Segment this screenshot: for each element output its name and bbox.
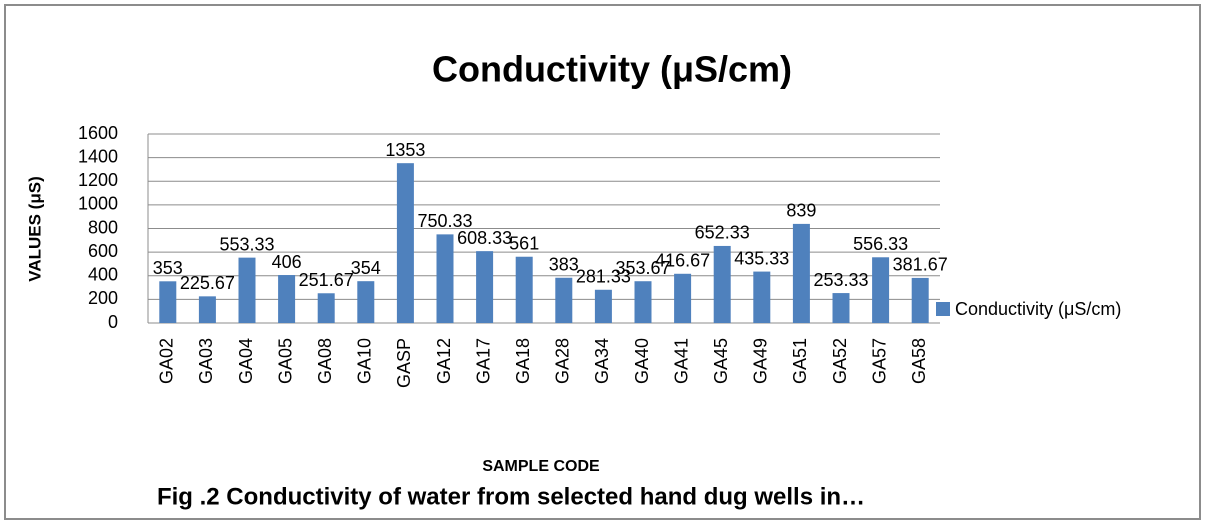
data-label: 381.67 bbox=[893, 255, 948, 275]
data-label: 353 bbox=[153, 258, 183, 278]
x-tick-label: GA57 bbox=[869, 338, 889, 384]
bar bbox=[832, 293, 850, 323]
bar bbox=[594, 289, 612, 323]
x-tick-label: GA04 bbox=[236, 338, 256, 384]
bar bbox=[792, 223, 810, 323]
bar bbox=[713, 245, 731, 323]
x-tick-label: GA18 bbox=[513, 338, 533, 384]
data-label: 253.33 bbox=[813, 270, 868, 290]
x-tick-label: GA52 bbox=[830, 338, 850, 384]
x-tick-label: GA12 bbox=[434, 338, 454, 384]
data-label: 383 bbox=[549, 255, 579, 275]
x-tick-label: GA17 bbox=[473, 338, 493, 384]
bar bbox=[634, 281, 652, 323]
x-tick-label: GA03 bbox=[196, 338, 216, 384]
data-label: 652.33 bbox=[695, 223, 750, 243]
bar bbox=[872, 257, 890, 323]
bar bbox=[436, 234, 454, 323]
x-tick-label: GA58 bbox=[909, 338, 929, 384]
data-label: 354 bbox=[351, 258, 381, 278]
x-tick-label: GA41 bbox=[671, 338, 691, 384]
bar bbox=[357, 281, 375, 323]
bar bbox=[317, 293, 335, 323]
y-tick-label: 1600 bbox=[78, 123, 118, 143]
legend-swatch bbox=[936, 302, 950, 316]
bar bbox=[753, 271, 771, 323]
bar bbox=[198, 296, 216, 323]
x-tick-label: GA49 bbox=[751, 338, 771, 384]
x-tick-label: GA02 bbox=[157, 338, 177, 384]
y-tick-label: 200 bbox=[88, 288, 118, 308]
bar bbox=[238, 257, 256, 323]
caption: Fig .2 Conductivity of water from select… bbox=[157, 483, 865, 510]
chart-title: Conductivity (μS/cm) bbox=[432, 49, 792, 90]
bar bbox=[159, 281, 177, 323]
x-tick-label: GA05 bbox=[275, 338, 295, 384]
y-tick-label: 1000 bbox=[78, 194, 118, 214]
y-tick-label: 800 bbox=[88, 217, 118, 237]
y-tick-label: 0 bbox=[108, 312, 118, 332]
y-axis-label: VALUES (μS) bbox=[25, 176, 44, 281]
data-label: 839 bbox=[786, 201, 816, 221]
legend-label: Conductivity (μS/cm) bbox=[955, 299, 1121, 319]
y-tick-label: 1400 bbox=[78, 146, 118, 166]
y-tick-label: 400 bbox=[88, 265, 118, 285]
bar bbox=[674, 273, 692, 323]
data-label: 556.33 bbox=[853, 234, 908, 254]
x-tick-label: GA08 bbox=[315, 338, 335, 384]
bar bbox=[515, 256, 533, 323]
bar bbox=[278, 275, 296, 323]
data-label: 1353 bbox=[385, 140, 425, 160]
data-label: 435.33 bbox=[734, 248, 789, 268]
data-label: 561 bbox=[509, 233, 539, 253]
y-tick-label: 600 bbox=[88, 241, 118, 261]
x-tick-label: GA28 bbox=[553, 338, 573, 384]
x-axis-label: SAMPLE CODE bbox=[482, 458, 600, 475]
bar bbox=[396, 163, 414, 323]
data-label: 406 bbox=[272, 252, 302, 272]
x-tick-label: GA51 bbox=[790, 338, 810, 384]
x-tick-label: GA10 bbox=[355, 338, 375, 384]
data-label: 608.33 bbox=[457, 228, 512, 248]
y-tick-label: 1200 bbox=[78, 170, 118, 190]
data-label: 281.33 bbox=[576, 267, 631, 287]
x-tick-label: GA40 bbox=[632, 338, 652, 384]
x-tick-label: GA45 bbox=[711, 338, 731, 384]
data-label: 750.33 bbox=[417, 211, 472, 231]
bar bbox=[476, 251, 494, 323]
data-label: 416.67 bbox=[655, 251, 710, 271]
chart-frame bbox=[4, 4, 1201, 520]
data-label: 251.67 bbox=[299, 270, 354, 290]
data-label: 353.67 bbox=[615, 258, 670, 278]
x-tick-label: GASP bbox=[394, 338, 414, 388]
data-label: 225.67 bbox=[180, 273, 235, 293]
data-label: 553.33 bbox=[219, 234, 274, 254]
bar bbox=[911, 277, 929, 323]
bar bbox=[555, 277, 573, 323]
x-tick-label: GA34 bbox=[592, 338, 612, 384]
